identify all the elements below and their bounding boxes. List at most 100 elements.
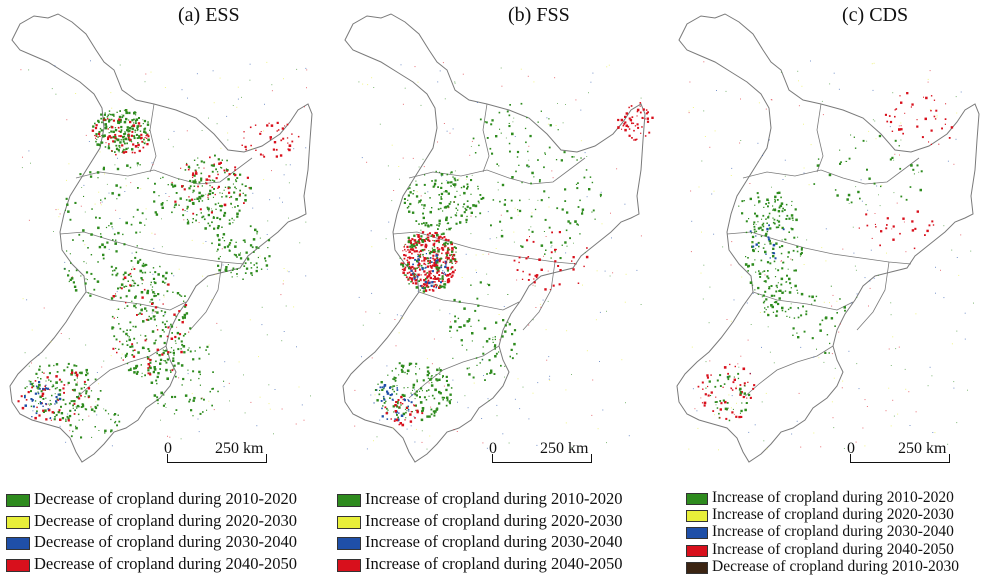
change-pixel (439, 285, 442, 289)
change-pixel (864, 277, 866, 279)
change-pixel (67, 381, 70, 384)
change-pixel (130, 223, 133, 226)
change-pixel (751, 235, 755, 239)
change-pixel (38, 383, 41, 387)
change-pixel (499, 128, 501, 130)
change-pixel (421, 266, 423, 269)
change-pixel (442, 232, 445, 235)
change-pixel (84, 211, 86, 213)
change-pixel (218, 162, 221, 165)
change-pixel (714, 401, 717, 403)
legend-swatch (6, 558, 30, 572)
change-pixel (129, 321, 132, 324)
change-pixel (406, 272, 409, 275)
change-pixel (286, 270, 288, 272)
change-pixel (373, 87, 375, 88)
change-pixel (405, 411, 407, 414)
change-pixel (233, 191, 236, 194)
change-pixel (151, 330, 155, 333)
change-pixel (153, 318, 156, 321)
change-pixel (122, 278, 125, 281)
change-pixel (396, 385, 398, 387)
change-pixel (34, 392, 37, 395)
change-pixel (71, 389, 74, 391)
change-pixel (430, 251, 433, 253)
change-pixel (495, 321, 498, 324)
change-pixel (720, 402, 723, 405)
change-pixel (395, 345, 397, 347)
change-pixel (834, 325, 836, 327)
change-pixel (67, 384, 69, 386)
change-pixel (99, 151, 101, 153)
change-pixel (107, 136, 110, 139)
change-pixel (396, 405, 398, 408)
change-pixel (164, 311, 167, 314)
change-pixel (767, 270, 769, 272)
change-pixel (214, 203, 217, 206)
change-pixel (425, 279, 427, 281)
change-pixel (513, 329, 517, 332)
map-panel-cds: (c) CDS 0 250 km (667, 0, 1000, 480)
change-pixel (409, 250, 411, 252)
change-pixel (212, 196, 214, 198)
change-pixel (74, 409, 76, 411)
change-pixel (712, 410, 715, 412)
change-pixel (252, 192, 254, 194)
change-pixel (504, 199, 507, 201)
change-pixel (98, 131, 101, 134)
change-pixel (437, 266, 441, 270)
change-pixel (147, 348, 150, 350)
change-pixel (752, 245, 755, 248)
change-pixel (119, 131, 122, 133)
region-outline (676, 13, 980, 463)
change-pixel (430, 284, 433, 287)
change-pixel (449, 249, 451, 251)
change-pixel (131, 279, 134, 282)
change-pixel (736, 402, 737, 404)
change-pixel (921, 136, 924, 139)
change-pixel (427, 238, 430, 242)
change-pixel (466, 205, 469, 208)
change-pixel (91, 208, 93, 210)
change-pixel (742, 367, 746, 371)
change-pixel (832, 417, 834, 419)
change-pixel (449, 393, 452, 396)
change-pixel (100, 113, 103, 116)
change-pixel (212, 179, 214, 181)
change-pixel (765, 253, 767, 255)
change-pixel (532, 392, 534, 394)
change-pixel (500, 214, 502, 216)
change-pixel (418, 223, 420, 225)
change-pixel (121, 130, 123, 132)
change-pixel (259, 132, 262, 135)
change-pixel (115, 295, 117, 297)
change-pixel (111, 273, 114, 276)
change-pixel (407, 405, 409, 408)
change-pixel (234, 186, 236, 189)
country-boundary (342, 13, 646, 463)
change-pixel (58, 397, 62, 401)
change-pixel (194, 180, 197, 184)
scale-zero: 0 (164, 440, 172, 457)
change-pixel (449, 201, 452, 203)
change-pixel (30, 398, 33, 401)
change-pixel (87, 395, 91, 398)
change-pixel (207, 194, 209, 196)
change-pixel (191, 198, 194, 201)
change-pixel (17, 400, 20, 403)
change-pixel (145, 310, 148, 312)
change-pixel (429, 210, 432, 214)
legend-swatch (686, 510, 708, 523)
change-pixel (157, 293, 160, 296)
change-pixel (53, 231, 54, 232)
change-pixel (600, 191, 602, 193)
change-pixel (960, 91, 962, 93)
change-pixel (147, 318, 150, 321)
change-pixel (421, 409, 424, 412)
change-pixel (144, 307, 147, 310)
change-pixel (236, 276, 238, 278)
change-pixel (218, 243, 221, 246)
change-pixel (784, 175, 786, 177)
change-pixel (692, 388, 694, 390)
change-pixel (108, 225, 110, 227)
